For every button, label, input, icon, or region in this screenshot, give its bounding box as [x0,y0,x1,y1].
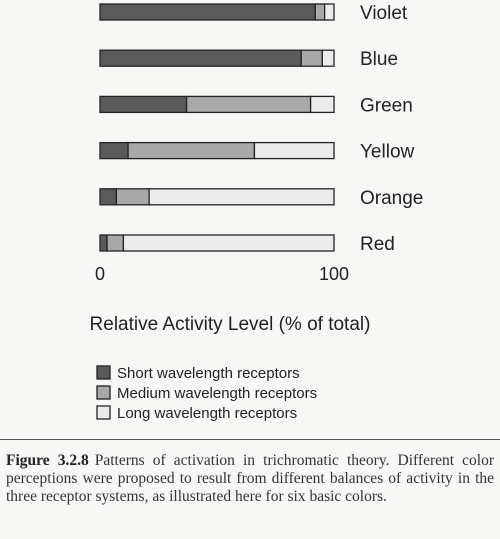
figure-caption: Figure 3.2.8 Patterns of activation in tr… [6,452,494,506]
legend-swatch-medium [96,385,111,400]
legend: Short wavelength receptors Medium wavelen… [96,365,317,422]
x-axis: 0 100 Relative Activity Level (% of tota… [90,264,371,335]
bar-violet-medium [314,3,326,21]
category-labels: Violet Blue Green Yellow Orange Red [360,3,423,255]
bar-green-short [99,95,188,114]
bar-violet-short [99,3,316,21]
bars-layer [99,3,335,252]
legend-label-medium: Medium wavelength receptors [117,385,317,402]
bar-orange-medium [115,188,150,206]
legend-swatch-short [96,365,111,380]
bar-orange-long [148,188,335,206]
category-label-orange: Orange [360,188,423,209]
stacked-bar-chart: Violet Blue Green Yellow Orange Red 0 100 Rel… [90,3,424,422]
legend-label-long: Long wavelength receptors [117,405,297,422]
bar-blue-long [321,49,335,67]
bar-orange-short [99,188,118,206]
bar-red-medium [106,234,125,252]
category-label-blue: Blue [360,49,398,70]
caption-divider [0,439,500,440]
bar-blue-medium [300,49,323,67]
x-tick-label-0: 0 [95,264,105,284]
legend-swatch-long [96,405,111,420]
bar-red-short [99,234,108,252]
bar-blue-short [99,49,302,67]
caption-label: Figure 3.2.8 [6,452,89,469]
x-tick-label-100: 100 [319,264,349,284]
caption-text: Patterns of activation in trichromatic t… [6,452,495,505]
category-label-yellow: Yellow [360,142,415,163]
bar-green-long [309,95,335,114]
legend-label-short: Short wavelength receptors [117,365,300,382]
bar-violet-long [323,3,335,21]
category-label-violet: Violet [360,3,408,24]
category-label-red: Red [360,234,395,255]
bar-green-medium [185,95,312,114]
bar-yellow-medium [127,141,256,160]
bar-red-long [122,234,335,252]
x-axis-label: Relative Activity Level (% of total) [90,314,371,335]
category-label-green: Green [360,95,413,116]
bar-yellow-short [99,141,129,160]
bar-yellow-long [253,141,335,160]
